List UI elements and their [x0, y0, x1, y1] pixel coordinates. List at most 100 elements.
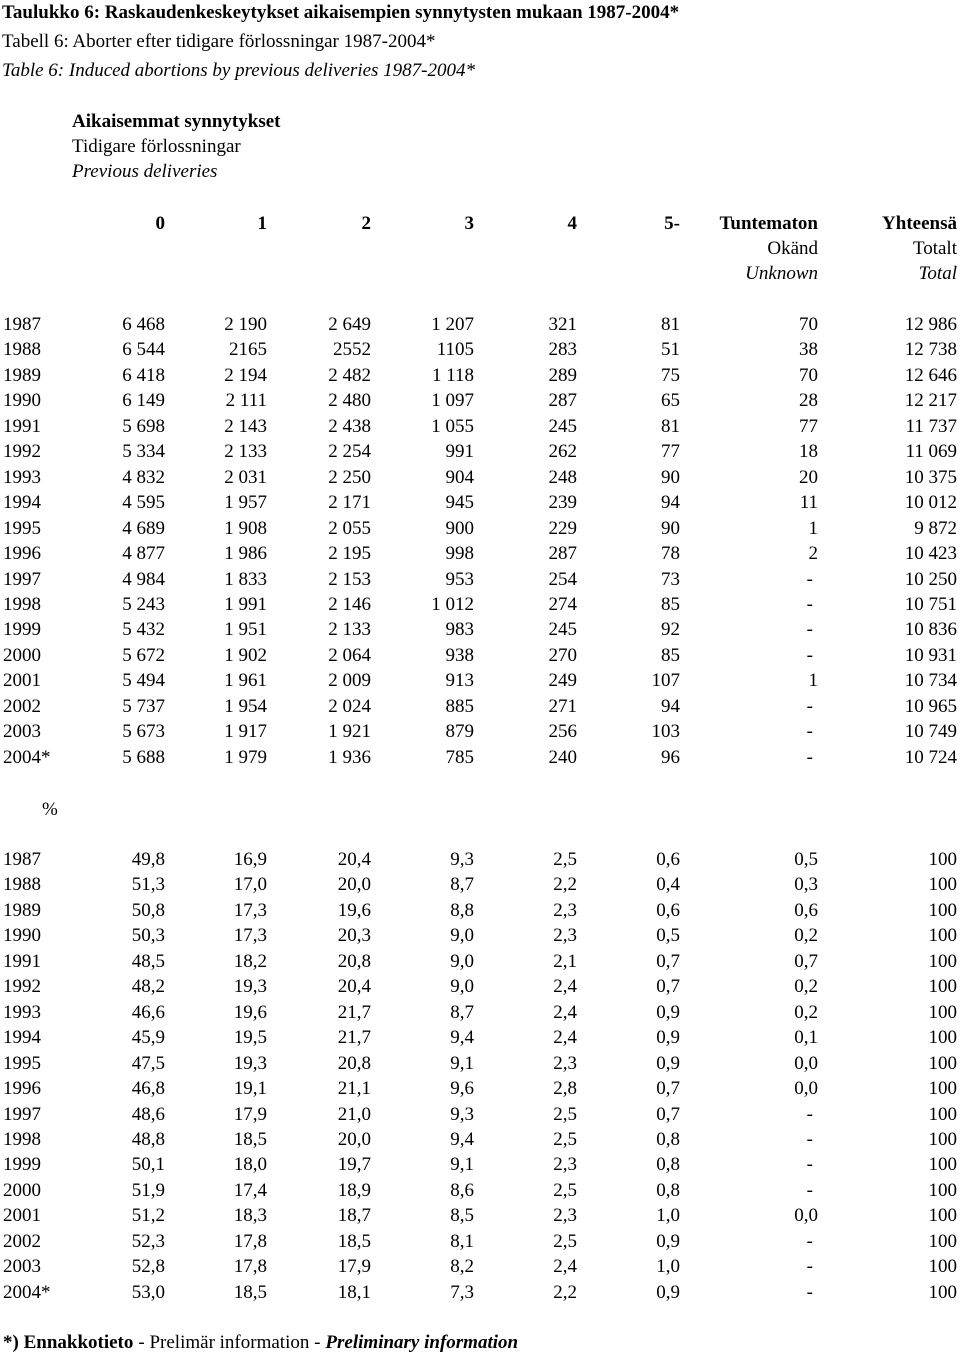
cell: 2 254 [328, 441, 371, 463]
row-year: 2004* [3, 1281, 51, 1303]
cell: 0,2 [794, 1001, 818, 1023]
cell: 2 250 [328, 466, 371, 488]
cell: 0,9 [656, 1001, 680, 1023]
cell: 1 921 [328, 721, 371, 743]
cell: 0,6 [656, 849, 680, 870]
cell: 11 069 [905, 441, 957, 463]
cell: 81 [661, 314, 680, 335]
cell: - [806, 746, 813, 768]
cell: 0,8 [656, 1128, 680, 1150]
cell: 100 [928, 950, 958, 972]
cell: 10 836 [904, 619, 957, 641]
cell: 1 012 [431, 593, 474, 615]
cell: 46,6 [131, 1001, 165, 1023]
row-year: 1997 [3, 1103, 41, 1125]
cell: 0,8 [656, 1154, 680, 1176]
cell: 2,8 [553, 1078, 577, 1100]
cell: 20 [799, 466, 818, 488]
cell: 8,7 [450, 1001, 474, 1023]
cell: 9,0 [450, 925, 474, 947]
cell: 0,2 [794, 976, 818, 998]
cell: 100 [928, 1154, 958, 1176]
cell: 21,1 [337, 1078, 371, 1100]
cell: 9,3 [450, 849, 474, 870]
cell: 1,0 [656, 1205, 680, 1227]
cell: 1 908 [224, 517, 267, 539]
cell: 0,5 [656, 925, 680, 947]
group-header: Aikaisemmat synnytykset [72, 111, 281, 132]
cell: 4 832 [122, 466, 165, 488]
cell: 4 984 [122, 568, 165, 590]
cell: 249 [548, 670, 578, 692]
cell: 321 [548, 314, 578, 335]
row-year: 1989 [3, 364, 41, 386]
cell: 900 [445, 517, 475, 539]
cell: 5 698 [122, 415, 165, 437]
cell: 2,3 [553, 1052, 577, 1074]
cell: 100 [928, 925, 958, 947]
cell: 2,1 [553, 950, 577, 972]
cell: 245 [548, 415, 578, 437]
title-line: Tabell 6: Aborter efter tidigare förloss… [2, 31, 436, 52]
cell: 100 [928, 1052, 958, 1074]
cell: 20,4 [337, 976, 371, 998]
cell: 65 [661, 390, 680, 412]
cell: 16,9 [233, 849, 267, 870]
cell: - [806, 1128, 813, 1150]
cell: 1 951 [224, 619, 267, 641]
cell: 0,7 [656, 1078, 680, 1100]
cell: 9,4 [450, 1027, 474, 1049]
cell: 271 [548, 695, 578, 717]
cell: 1,0 [656, 1256, 680, 1278]
cell: 19,6 [233, 1001, 267, 1023]
row-year: 2003 [3, 721, 41, 743]
cell: 8,7 [450, 874, 474, 896]
cell: 1 957 [224, 492, 267, 514]
cell: 10 931 [904, 644, 957, 666]
cell: 6 544 [122, 339, 165, 361]
cell: 100 [928, 1230, 958, 1252]
cell: - [806, 721, 813, 743]
cell: 283 [548, 339, 578, 361]
row-year: 1992 [3, 976, 41, 998]
cell: 96 [661, 746, 680, 768]
cell: 274 [548, 593, 578, 615]
cell: 2,5 [553, 1103, 577, 1125]
cell: 2,2 [553, 1281, 577, 1303]
cell: 2 143 [224, 415, 267, 437]
cell: 85 [661, 593, 680, 615]
cell: 262 [548, 441, 578, 463]
cell: 2 146 [328, 593, 371, 615]
cell: 100 [928, 1281, 958, 1303]
cell: 51 [661, 339, 680, 361]
row-year: 2000 [3, 1179, 41, 1201]
cell: 1 991 [224, 593, 267, 615]
row-year: 1996 [3, 543, 41, 565]
row-year: 1999 [3, 619, 41, 641]
cell: 2 190 [224, 314, 267, 335]
cell: - [806, 1256, 813, 1278]
cell: 289 [548, 364, 578, 386]
cell: 10 965 [904, 695, 957, 717]
cell: 17,9 [233, 1103, 267, 1125]
cell: 51,3 [131, 874, 165, 896]
cell: 17,3 [233, 925, 267, 947]
cell: 2 194 [224, 364, 267, 386]
cell: 17,4 [233, 1179, 267, 1201]
cell: 4 595 [122, 492, 165, 514]
row-year: 2001 [3, 1205, 41, 1227]
cell: 4 689 [122, 517, 165, 539]
percent-label: % [42, 799, 58, 820]
cell: 879 [445, 721, 475, 743]
cell: - [806, 593, 813, 615]
cell: 1 [808, 517, 819, 539]
cell: 0,7 [656, 1103, 680, 1125]
cell: 100 [928, 1027, 958, 1049]
cell: 2 133 [328, 619, 371, 641]
cell: 100 [928, 1179, 958, 1201]
cell: 2,5 [553, 1230, 577, 1252]
cell: 17,8 [233, 1230, 267, 1252]
cell: 2,4 [553, 1001, 577, 1023]
cell: 270 [548, 644, 578, 666]
